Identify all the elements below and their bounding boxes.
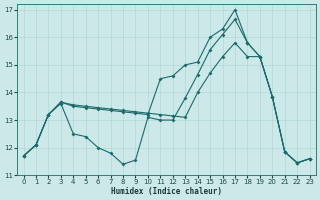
X-axis label: Humidex (Indice chaleur): Humidex (Indice chaleur) bbox=[111, 187, 222, 196]
